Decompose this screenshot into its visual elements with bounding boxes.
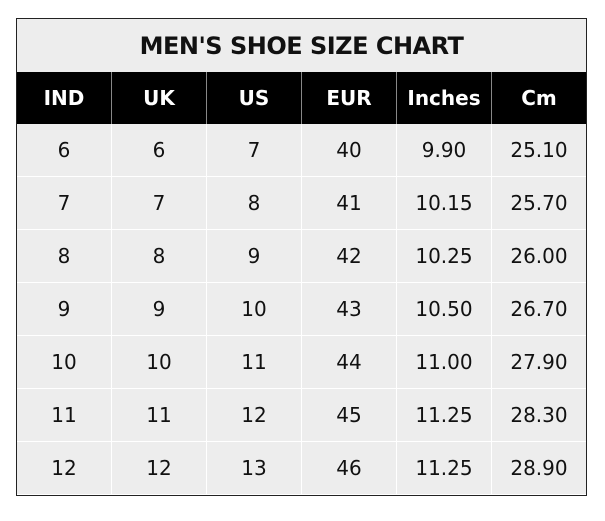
table-cell: 42 — [302, 230, 397, 283]
column-header: Inches — [397, 72, 492, 124]
table-cell: 8 — [17, 230, 112, 283]
column-header: US — [207, 72, 302, 124]
table-cell: 45 — [302, 389, 397, 442]
table-cell: 40 — [302, 124, 397, 177]
table-row: 12 12 13 46 11.25 28.90 — [17, 442, 586, 495]
table-cell: 28.90 — [492, 442, 586, 495]
table-cell: 28.30 — [492, 389, 586, 442]
table-cell: 9.90 — [397, 124, 492, 177]
table-row: 9 9 10 43 10.50 26.70 — [17, 283, 586, 336]
table-cell: 43 — [302, 283, 397, 336]
table-cell: 9 — [112, 283, 207, 336]
table-cell: 44 — [302, 336, 397, 389]
table-cell: 11 — [17, 389, 112, 442]
table-cell: 11.25 — [397, 442, 492, 495]
table-cell: 27.90 — [492, 336, 586, 389]
table-cell: 6 — [17, 124, 112, 177]
table-cell: 11 — [112, 389, 207, 442]
table-cell: 12 — [207, 389, 302, 442]
column-header: EUR — [302, 72, 397, 124]
table-cell: 12 — [17, 442, 112, 495]
table-cell: 25.10 — [492, 124, 586, 177]
table-cell: 7 — [17, 177, 112, 230]
table-cell: 9 — [207, 230, 302, 283]
table-cell: 8 — [207, 177, 302, 230]
table-cell: 41 — [302, 177, 397, 230]
header-row: IND UK US EUR Inches Cm — [17, 72, 586, 124]
table-body: 6 6 7 40 9.90 25.10 7 7 8 41 10.15 25.70 8 8 9 42 10.25 2… — [17, 124, 586, 495]
table-cell: 10.25 — [397, 230, 492, 283]
table-cell: 7 — [207, 124, 302, 177]
column-header: Cm — [521, 86, 557, 110]
table-cell: 26.70 — [492, 283, 586, 336]
table-title: MEN'S SHOE SIZE CHART — [139, 32, 464, 60]
table-row: 7 7 8 41 10.15 25.70 — [17, 177, 586, 230]
table-cell: 10 — [17, 336, 112, 389]
column-header: UK — [112, 72, 207, 124]
table-cell: 11.25 — [397, 389, 492, 442]
table-cell: 10.15 — [397, 177, 492, 230]
table-cell: 11 — [207, 336, 302, 389]
table-row: 6 6 7 40 9.90 25.10 — [17, 124, 586, 177]
table-cell: 46 — [302, 442, 397, 495]
column-header: IND — [17, 72, 112, 124]
table-cell: 13 — [207, 442, 302, 495]
table-cell: 7 — [112, 177, 207, 230]
table-cell: 6 — [112, 124, 207, 177]
table-cell: 25.70 — [492, 177, 586, 230]
size-chart-table: MEN'S SHOE SIZE CHART IND UK US EUR Inches Cm… — [16, 18, 587, 496]
table-row: 8 8 9 42 10.25 26.00 — [17, 230, 586, 283]
table-cell: 8 — [112, 230, 207, 283]
table-cell: 10 — [112, 336, 207, 389]
table-cell: 10.50 — [397, 283, 492, 336]
table-cell: 12 — [112, 442, 207, 495]
table-cell: 10 — [207, 283, 302, 336]
table-cell: 9 — [17, 283, 112, 336]
table-row: 10 10 11 44 11.00 27.90 — [17, 336, 586, 389]
table-row: 11 11 12 45 11.25 28.30 — [17, 389, 586, 442]
table-cell: 11.00 — [397, 336, 492, 389]
table-cell: 26.00 — [492, 230, 586, 283]
